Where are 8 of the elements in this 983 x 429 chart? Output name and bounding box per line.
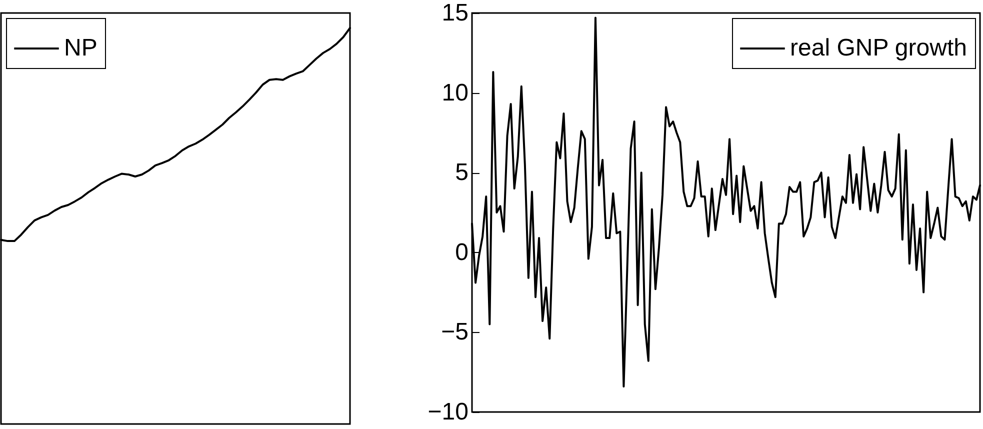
legend-label: NP: [64, 34, 98, 62]
y-tick-label: 0: [455, 238, 468, 266]
legend-label: real GNP growth: [790, 34, 967, 62]
y-tick-label: −10: [428, 398, 468, 426]
y-tick-label: 5: [455, 159, 468, 186]
y-tick-label: 10: [442, 79, 468, 106]
y-tick-label: −5: [441, 318, 468, 346]
y-tick-label: 15: [442, 0, 468, 26]
